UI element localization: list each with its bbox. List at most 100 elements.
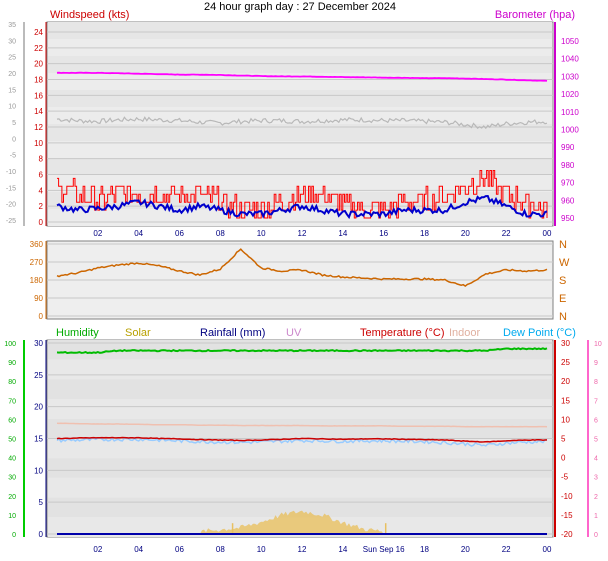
uv-tick-label: 4 bbox=[594, 456, 598, 463]
outer-tick-label: 10 bbox=[8, 104, 16, 111]
band bbox=[48, 379, 552, 400]
windspeed-title: Windspeed (kts) bbox=[50, 9, 129, 21]
x-tick-label: 10 bbox=[257, 545, 266, 554]
outer-tick-label: -20 bbox=[6, 202, 16, 209]
x-tick-label: 04 bbox=[134, 545, 143, 554]
temp-tick-label: -10 bbox=[561, 492, 573, 501]
legend-rainfall: Rainfall (mm) bbox=[200, 327, 265, 339]
outer-tick-label: 30 bbox=[8, 38, 16, 45]
outer-tick-label: -25 bbox=[6, 218, 16, 225]
left-tick-label: 0 bbox=[39, 312, 44, 321]
x-tick-label: 22 bbox=[502, 229, 511, 238]
outer-tick-label: -15 bbox=[6, 185, 16, 192]
uv-tick-label: 3 bbox=[594, 475, 598, 482]
x-tick-label: 14 bbox=[338, 545, 347, 554]
right-tick-label: 970 bbox=[561, 179, 575, 188]
left-tick-label: 0 bbox=[39, 530, 44, 539]
left-tick-label: 20 bbox=[34, 60, 43, 69]
right-tick-label: 1000 bbox=[561, 126, 579, 135]
right-tick-label: 950 bbox=[561, 214, 575, 223]
band bbox=[48, 73, 552, 90]
x-tick-label: 02 bbox=[93, 229, 102, 238]
x-tick-label: 20 bbox=[461, 229, 470, 238]
outer-tick-label: 15 bbox=[8, 87, 16, 94]
temp-tick-label: 15 bbox=[561, 396, 570, 405]
gray-series-line bbox=[56, 116, 548, 130]
x-tick-label: 12 bbox=[298, 229, 307, 238]
humidity-tick-label: 80 bbox=[8, 379, 16, 386]
x-tick-label: 22 bbox=[502, 545, 511, 554]
compass-label: W bbox=[559, 257, 570, 269]
legend-uv: UV bbox=[286, 327, 302, 339]
temp-tick-label: -15 bbox=[561, 511, 573, 520]
band bbox=[48, 458, 552, 478]
uv-tick-label: 0 bbox=[594, 532, 598, 539]
left-tick-label: 15 bbox=[34, 435, 43, 444]
barometer-line bbox=[56, 71, 548, 82]
uv-tick-label: 1 bbox=[594, 513, 598, 520]
x-tick-label: 02 bbox=[93, 545, 102, 554]
left-tick-label: 12 bbox=[34, 123, 43, 132]
uv-tick-label: 10 bbox=[594, 341, 602, 348]
band bbox=[48, 399, 552, 419]
average-wind-line bbox=[56, 194, 548, 220]
x-tick-label: 00 bbox=[543, 545, 552, 554]
uv-tick-label: 9 bbox=[594, 360, 598, 367]
x-tick-label: 18 bbox=[420, 229, 429, 238]
outer-tick-label: 25 bbox=[8, 55, 16, 62]
x-tick-label: 04 bbox=[134, 229, 143, 238]
band bbox=[48, 22, 552, 39]
x-tick-label: 10 bbox=[257, 229, 266, 238]
uv-tick-label: 6 bbox=[594, 417, 598, 424]
x-tick-label: 18 bbox=[420, 545, 429, 554]
outer-tick-label: 0 bbox=[12, 136, 16, 143]
left-tick-label: 360 bbox=[30, 240, 44, 249]
left-tick-label: 5 bbox=[39, 498, 44, 507]
left-tick-label: 16 bbox=[34, 91, 43, 100]
left-tick-label: 10 bbox=[34, 139, 43, 148]
wind-barometer-panel: 24222018161412108642035302520151050-5-10… bbox=[6, 9, 579, 238]
x-tick-label: 06 bbox=[175, 229, 184, 238]
x-tick-label: 00 bbox=[543, 229, 552, 238]
band bbox=[48, 56, 552, 73]
gust-line bbox=[57, 170, 548, 219]
left-tick-label: 4 bbox=[39, 186, 44, 195]
humidity-tick-label: 0 bbox=[12, 532, 16, 539]
x-tick-label: 08 bbox=[216, 545, 225, 554]
right-tick-label: 1020 bbox=[561, 90, 579, 99]
temp-tick-label: 5 bbox=[561, 435, 566, 444]
humidity-tick-label: 60 bbox=[8, 417, 16, 424]
uv-tick-label: 8 bbox=[594, 379, 598, 386]
x-tick-label: 12 bbox=[298, 545, 307, 554]
x-tick-label: Sun Sep 16 bbox=[363, 545, 405, 554]
left-tick-label: 0 bbox=[39, 218, 44, 227]
x-tick-label: 14 bbox=[338, 229, 347, 238]
band bbox=[48, 158, 552, 175]
uv-tick-label: 2 bbox=[594, 494, 598, 501]
left-tick-label: 14 bbox=[34, 107, 43, 116]
left-tick-label: 20 bbox=[34, 403, 43, 412]
legend-solar: Solar bbox=[125, 327, 151, 339]
left-tick-label: 6 bbox=[39, 171, 44, 180]
humidity-tick-label: 40 bbox=[8, 456, 16, 463]
barometer-title: Barometer (hpa) bbox=[495, 9, 575, 21]
temp-tick-label: 10 bbox=[561, 415, 570, 424]
temp-tick-label: 0 bbox=[561, 454, 566, 463]
outer-tick-label: 20 bbox=[8, 71, 16, 78]
left-tick-label: 2 bbox=[39, 202, 44, 211]
humidity-tick-label: 90 bbox=[8, 360, 16, 367]
humidity-tick-label: 10 bbox=[8, 513, 16, 520]
legend-dewpoint: Dew Point (°C) bbox=[503, 327, 576, 339]
compass-label: N bbox=[559, 239, 567, 251]
band bbox=[48, 107, 552, 124]
compass-label: S bbox=[559, 275, 566, 287]
left-tick-label: 18 bbox=[34, 76, 43, 85]
temp-tick-label: 30 bbox=[561, 339, 570, 348]
compass-label: E bbox=[559, 293, 566, 305]
humidity-tick-label: 30 bbox=[8, 475, 16, 482]
dewpoint-line bbox=[56, 437, 548, 447]
outer-tick-label: -10 bbox=[6, 169, 16, 176]
compass-label: N bbox=[559, 311, 567, 323]
left-tick-label: 25 bbox=[34, 371, 43, 380]
